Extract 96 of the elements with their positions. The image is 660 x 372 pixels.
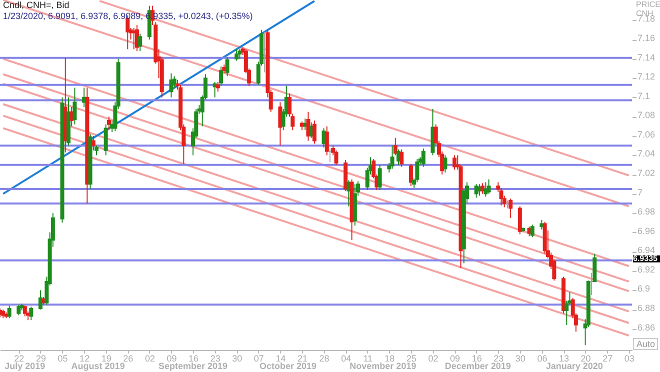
- candlestick: [234, 48, 239, 62]
- x-tick-label: 28: [319, 354, 330, 364]
- y-tick-label: 6.92: [638, 264, 656, 274]
- x-tick-label: 21: [297, 354, 308, 364]
- candlestick: [7, 305, 12, 319]
- candlestick: [216, 81, 220, 92]
- x-tick-label: 04: [341, 354, 352, 364]
- candlestick: [443, 154, 448, 174]
- x-tick-label: 25: [406, 354, 416, 364]
- candlestick: [306, 111, 310, 142]
- x-tick-label: 03: [624, 354, 634, 364]
- text: December 2019: [444, 361, 511, 371]
- x-tick-label: 18: [384, 354, 395, 364]
- candlestick: [540, 219, 544, 230]
- candlestick: [106, 116, 111, 131]
- candlestick: [72, 87, 77, 125]
- candlestick: [486, 178, 491, 194]
- candlestick: [138, 33, 142, 52]
- x-tick-label: 02: [428, 354, 438, 364]
- y-tick-label: 7.08: [638, 110, 656, 120]
- candlestick: [508, 198, 513, 218]
- x-tick-label: 30: [232, 354, 242, 364]
- x-tick-label: 23: [494, 354, 504, 364]
- candlestick: [334, 150, 338, 166]
- x-tick-label: 11: [363, 354, 373, 364]
- candlestick: [390, 145, 394, 170]
- x-tick-label: 29: [36, 354, 46, 364]
- candlestick: [474, 184, 478, 198]
- x-tick-label: 12: [80, 354, 90, 364]
- candlestick: [219, 66, 224, 86]
- x-tick-label: 26: [123, 354, 134, 364]
- candlestick: [278, 102, 282, 146]
- y-tick-label: 6.96: [638, 226, 656, 236]
- chart-title: Cndl, CNH=, Bid: [3, 0, 70, 11]
- y-tick-label: 6.86: [638, 322, 656, 332]
- candlestick: [91, 135, 96, 151]
- candlestick: [16, 304, 21, 316]
- candlestick: [378, 164, 382, 190]
- candlestick: [238, 48, 242, 60]
- x-tick-label: 27: [602, 354, 613, 364]
- x-tick-label: 19: [101, 354, 112, 364]
- candlestick: [530, 224, 534, 238]
- candlestick: [400, 148, 404, 168]
- candlestick: [94, 145, 99, 156]
- candlestick: [393, 137, 398, 156]
- candlestick: [480, 182, 485, 194]
- x-tick-label: 16: [188, 354, 199, 364]
- y-tick-label: 7.1: [638, 90, 650, 101]
- x-tick-label: 14: [276, 354, 286, 364]
- candlestick: [421, 148, 426, 168]
- y-tick-label: 7.06: [638, 129, 656, 140]
- x-tick-label: 06: [537, 354, 548, 364]
- candlestick: [104, 124, 108, 156]
- candlestick: [346, 180, 351, 207]
- x-tick-label: 23: [210, 354, 220, 364]
- candlestick: [169, 72, 174, 98]
- y-tick-label: 7.12: [638, 72, 656, 82]
- y-tick-label: 7.16: [638, 33, 656, 44]
- candlestick: [22, 305, 27, 317]
- text: August 2019: [71, 361, 125, 371]
- x-tick-label: 20: [580, 354, 591, 364]
- y-tick-label: 6.9: [638, 284, 650, 294]
- y-tick-label: 7.14: [638, 52, 656, 62]
- x-tick-label: 09: [450, 354, 460, 364]
- x-tick-label: 05: [58, 354, 68, 364]
- candlestick: [225, 56, 230, 77]
- text: Auto: [633, 338, 658, 350]
- text: November 2019: [350, 361, 416, 371]
- y-tick-label: 7: [638, 187, 643, 198]
- text: October 2019: [259, 361, 316, 371]
- x-tick-label: 07: [254, 354, 264, 364]
- x-tick-label: 02: [144, 354, 155, 364]
- candlestick: [592, 253, 597, 282]
- candlestick: [324, 126, 329, 156]
- candlestick: [38, 290, 42, 310]
- text: July 2019: [4, 361, 46, 371]
- x-tick-label: 09: [166, 354, 177, 364]
- text: September 2019: [158, 361, 228, 371]
- candlestick: [518, 206, 522, 235]
- y-tick-label: 6.94: [638, 245, 656, 256]
- candlestick: [484, 182, 488, 198]
- candlestick: [408, 163, 413, 187]
- candlestick: [212, 81, 217, 98]
- y-tick-label: 6.88: [638, 303, 656, 314]
- y-tick-label: 7.02: [638, 168, 656, 178]
- text: January 2020: [546, 361, 603, 371]
- candlestick: [452, 154, 457, 170]
- x-tick-label: 30: [515, 354, 526, 364]
- candlestick: [29, 306, 34, 321]
- y-tick-label: 7.04: [638, 148, 656, 159]
- x-tick-label: 16: [472, 354, 482, 364]
- x-tick-label: 13: [559, 354, 570, 364]
- text: 6.9335: [633, 254, 658, 263]
- y-tick-label: 6.98: [638, 206, 656, 217]
- candlestick: [312, 120, 316, 144]
- x-tick-label: 22: [14, 354, 24, 364]
